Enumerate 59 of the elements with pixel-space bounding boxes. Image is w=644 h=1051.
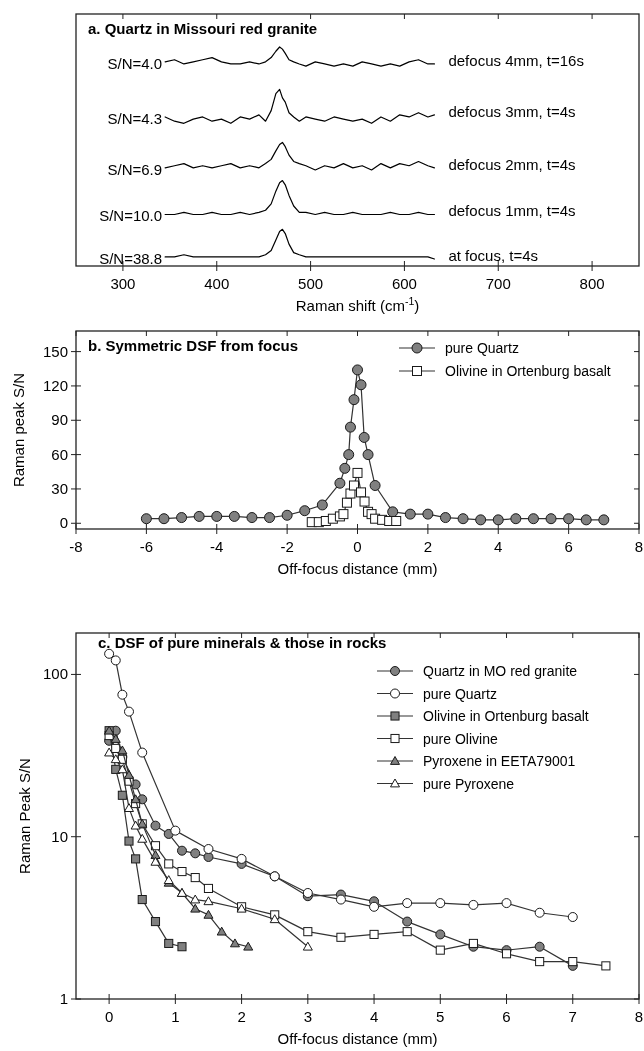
legend-label: pure Olivine — [423, 730, 498, 747]
series-label: defocus 1mm, t=4s — [448, 202, 576, 220]
legend-label: pure Quartz — [445, 340, 519, 356]
y-tick-label: 150 — [42, 342, 68, 360]
x-tick-label: 3 — [303, 1008, 312, 1025]
y-tick-label: 10 — [51, 827, 68, 845]
y-axis-title: Raman Peak S/N — [16, 758, 33, 874]
legend-label: pure Pyroxene — [423, 775, 515, 792]
y-tick-label: 120 — [42, 376, 68, 394]
x-tick-label: 0 — [104, 1008, 114, 1025]
y-axis-title: Raman peak S/N — [10, 372, 27, 488]
y-tick-label: 0 — [59, 514, 68, 532]
x-tick-label: 6 — [564, 538, 573, 555]
series-label: defocus 3mm, t=4s — [448, 102, 576, 120]
x-tick-label: 600 — [391, 275, 417, 292]
annotation: S/N=10.0 — [99, 207, 163, 225]
y-tick-label: 90 — [51, 411, 68, 429]
x-tick-label: 4 — [369, 1008, 379, 1025]
chart-title: b. Symmetric DSF from focus — [88, 337, 299, 354]
x-tick-label: -4 — [210, 538, 224, 555]
series-label: at focus, t=4s — [448, 247, 539, 264]
x-tick-label: 300 — [110, 275, 136, 292]
x-tick-label: -2 — [280, 538, 294, 555]
x-tick-label: 2 — [237, 1008, 246, 1025]
legend-label: Quartz in MO red granite — [423, 663, 578, 679]
x-tick-label: -6 — [139, 538, 154, 555]
series-label: defocus 4mm, t=16s — [448, 51, 584, 69]
x-tick-label: 8 — [634, 1008, 644, 1025]
legend-label: Olivine in Ortenburg basalt — [445, 363, 611, 379]
x-tick-label: 2 — [423, 538, 433, 555]
chart-title: a. Quartz in Missouri red granite — [88, 20, 318, 37]
series-label: defocus 2mm, t=4s — [448, 155, 576, 173]
chart-title: c. DSF of pure minerals & those in rocks — [98, 634, 387, 651]
y-tick-label: 1 — [59, 990, 68, 1007]
x-tick-label: 8 — [634, 538, 644, 555]
x-tick-label: 400 — [204, 275, 230, 292]
y-tick-label: 60 — [51, 445, 68, 463]
x-tick-label: 1 — [171, 1008, 180, 1025]
x-tick-label: 800 — [579, 275, 605, 292]
legend-label: Pyroxene in EETA79001 — [423, 753, 576, 769]
annotation: S/N=4.3 — [107, 109, 163, 127]
legend-label: Olivine in Ortenburg basalt — [423, 708, 589, 724]
y-tick-label: 30 — [51, 479, 68, 497]
y-tick-label: 100 — [42, 665, 68, 683]
x-tick-label: 6 — [502, 1008, 511, 1025]
x-tick-label: 4 — [494, 538, 503, 555]
annotation: S/N=4.0 — [107, 54, 163, 72]
x-axis-title: Raman shift (cm$^{-1}$) — [295, 295, 420, 314]
legend-label: pure Quartz — [423, 685, 497, 702]
x-axis-title: Off-focus distance (mm) — [277, 1030, 438, 1047]
x-tick-label: 5 — [436, 1008, 445, 1025]
x-axis-title: Off-focus distance (mm) — [277, 560, 438, 577]
x-tick-label: 700 — [485, 275, 511, 292]
x-tick-label: 500 — [298, 275, 324, 292]
annotation: S/N=38.8 — [99, 249, 163, 267]
x-tick-label: 0 — [353, 538, 362, 555]
annotation: S/N=6.9 — [107, 160, 163, 178]
x-tick-label: 7 — [568, 1008, 577, 1025]
x-tick-label: -8 — [69, 538, 83, 555]
